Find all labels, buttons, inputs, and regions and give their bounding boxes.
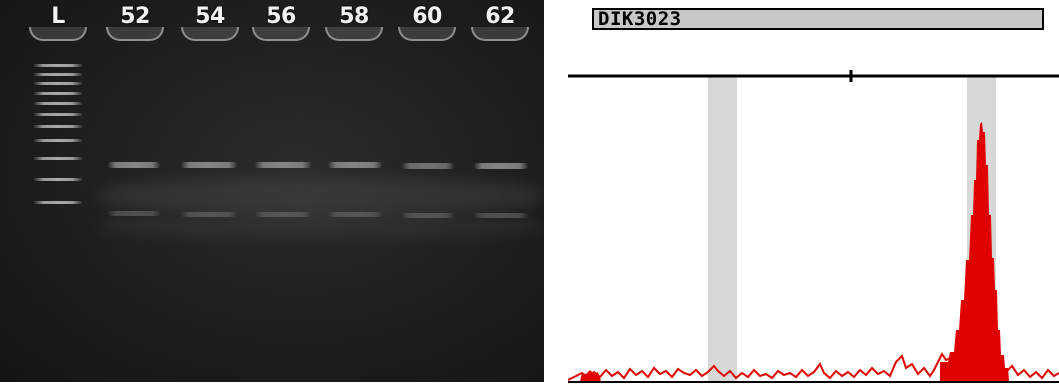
ladder-band — [34, 178, 82, 181]
gel-band — [255, 212, 311, 217]
ladder-band — [34, 125, 82, 128]
signal-trace — [1005, 364, 1059, 380]
gel-well — [325, 27, 383, 41]
gel-well — [106, 27, 164, 41]
lane-label-62: 62 — [485, 4, 515, 29]
gel-band — [328, 162, 382, 168]
gel-smear — [100, 178, 540, 214]
gel-band — [108, 211, 160, 216]
ladder-band — [34, 102, 82, 105]
gel-band — [402, 213, 454, 218]
ladder-band — [34, 157, 82, 160]
lane-label-56: 56 — [266, 4, 296, 29]
gel-image: L 52 54 56 58 60 62 — [0, 0, 544, 382]
gel-band — [474, 213, 528, 218]
ladder-band — [34, 139, 82, 142]
signal-trace — [568, 352, 951, 381]
gel-band — [474, 163, 528, 169]
ladder-band — [34, 113, 82, 116]
allele-bin — [708, 77, 737, 383]
electropherogram-panel: DIK3023 — [568, 0, 1059, 387]
ladder-band — [34, 64, 82, 67]
lane-label-58: 58 — [339, 4, 369, 29]
gel-band — [255, 162, 311, 168]
lane-label-ladder: L — [51, 4, 65, 29]
lane-label-54: 54 — [195, 4, 225, 29]
gel-band — [108, 162, 160, 168]
gel-band — [328, 212, 382, 217]
gel-well — [398, 27, 456, 41]
ladder-band — [34, 201, 82, 204]
ladder-band — [34, 73, 82, 76]
lane-label-52: 52 — [120, 4, 150, 29]
gel-band — [181, 162, 237, 168]
gel-well — [29, 27, 87, 41]
gel-well — [252, 27, 310, 41]
lane-label-60: 60 — [412, 4, 442, 29]
marker-name-box: DIK3023 — [592, 8, 1044, 30]
signal-peak — [940, 122, 1009, 381]
gel-well — [181, 27, 239, 41]
gel-smear — [100, 215, 540, 237]
ladder-band — [34, 92, 82, 95]
ladder-band — [34, 82, 82, 85]
gel-band — [402, 163, 454, 169]
marker-name: DIK3023 — [598, 8, 682, 30]
gel-well — [471, 27, 529, 41]
electropherogram-plot — [568, 70, 1059, 383]
gel-band — [181, 212, 237, 217]
